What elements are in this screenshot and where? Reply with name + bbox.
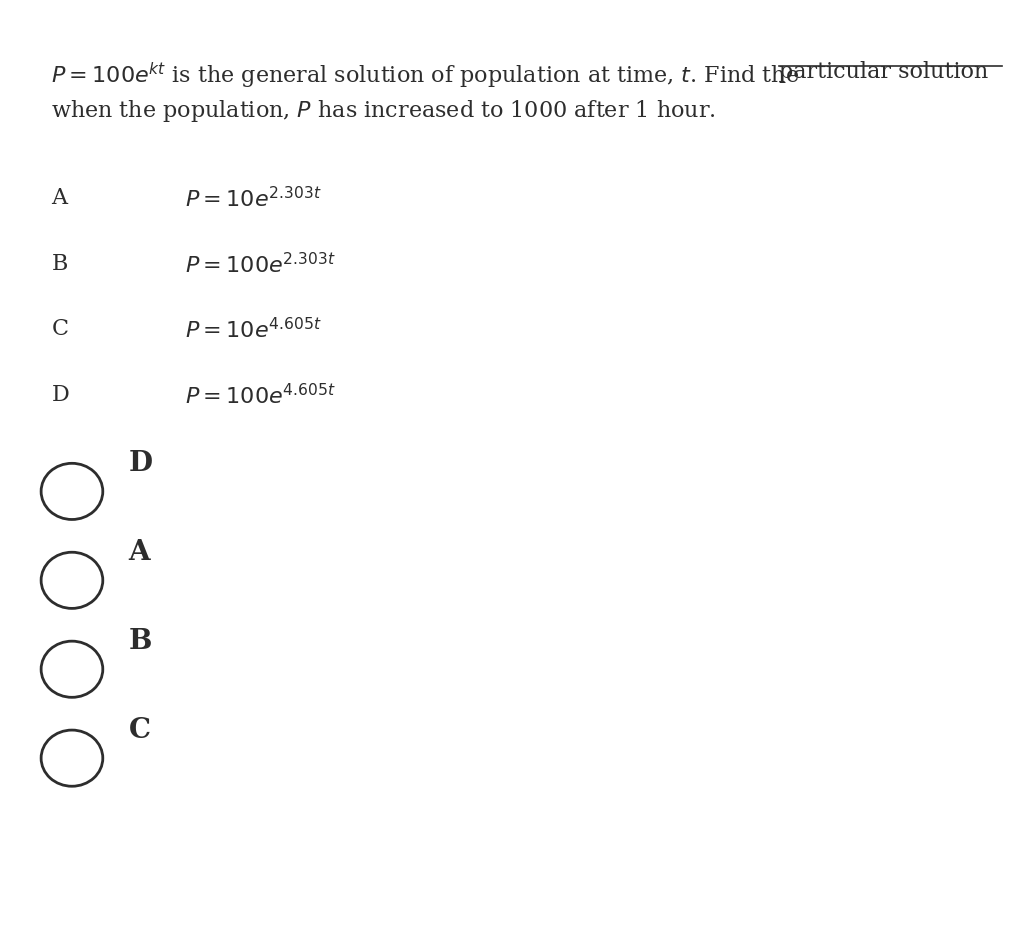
Text: when the population, $P$ has increased to 1000 after 1 hour.: when the population, $P$ has increased t…	[51, 98, 717, 124]
Text: B: B	[51, 253, 68, 275]
Text: B: B	[128, 628, 152, 654]
Text: $P = 10e^{4.605t}$: $P = 10e^{4.605t}$	[185, 318, 322, 344]
Text: A: A	[51, 187, 68, 210]
Text: $P = 100e^{4.605t}$: $P = 100e^{4.605t}$	[185, 384, 336, 409]
Text: $P = 10e^{2.303t}$: $P = 10e^{2.303t}$	[185, 187, 322, 212]
Text: A: A	[128, 539, 150, 565]
Text: D: D	[51, 384, 69, 406]
Text: C: C	[51, 318, 69, 341]
Text: C: C	[128, 717, 150, 743]
Text: D: D	[128, 450, 152, 476]
Text: $P = 100e^{2.303t}$: $P = 100e^{2.303t}$	[185, 253, 336, 278]
Text: $P = 100e^{kt}$ is the general solution of population at time, $t$. Find the: $P = 100e^{kt}$ is the general solution …	[51, 61, 801, 91]
Text: particular solution: particular solution	[779, 61, 989, 83]
